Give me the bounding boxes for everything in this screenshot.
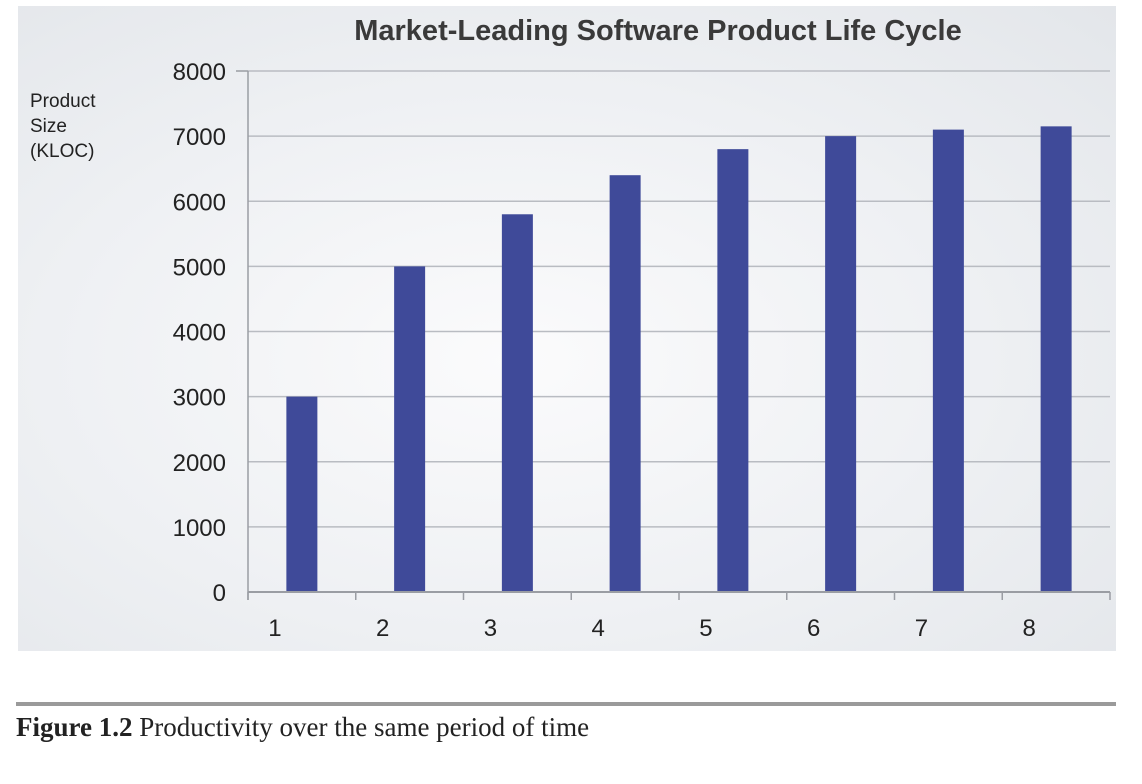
bar: [394, 266, 426, 592]
y-axis-label-line-1: Product: [30, 91, 96, 112]
figure-caption: Figure 1.2 Productivity over the same pe…: [16, 712, 589, 743]
bar-chart: Market-Leading Software Product Life Cyc…: [30, 15, 1111, 642]
y-tick-label: 8000: [173, 59, 226, 86]
caption-divider: [16, 702, 1116, 706]
y-tick-label: 1000: [173, 515, 226, 542]
x-tick-label: 7: [915, 615, 928, 642]
bar: [286, 396, 318, 592]
x-tick-label: 8: [1022, 615, 1035, 642]
x-tick-label: 1: [268, 615, 281, 642]
y-tick-label: 7000: [173, 124, 226, 151]
x-tick-label: 6: [807, 615, 820, 642]
y-tick-label: 2000: [173, 450, 226, 477]
bar: [825, 136, 857, 592]
x-tick-label: 5: [699, 615, 712, 642]
y-tick-label: 0: [213, 580, 226, 607]
bar: [1040, 126, 1072, 592]
bar: [717, 149, 749, 592]
chart-title: Market-Leading Software Product Life Cyc…: [354, 15, 962, 47]
y-axis-label: Product Size (KLOC): [30, 91, 96, 162]
bar: [932, 129, 964, 593]
x-tick-label: 4: [591, 615, 604, 642]
y-tick-label: 5000: [173, 254, 226, 281]
y-axis-label-line-3: (KLOC): [30, 141, 94, 162]
bar: [609, 175, 641, 592]
y-tick-label: 6000: [173, 189, 226, 216]
x-tick-label: 2: [376, 615, 389, 642]
y-tick-label: 3000: [173, 385, 226, 412]
figure-number: Figure 1.2: [16, 712, 133, 742]
bar: [501, 214, 533, 592]
y-axis-label-line-2: Size: [30, 116, 67, 137]
x-tick-label: 3: [484, 615, 497, 642]
caption-text: Productivity over the same period of tim…: [139, 712, 590, 742]
y-tick-label: 4000: [173, 320, 226, 347]
